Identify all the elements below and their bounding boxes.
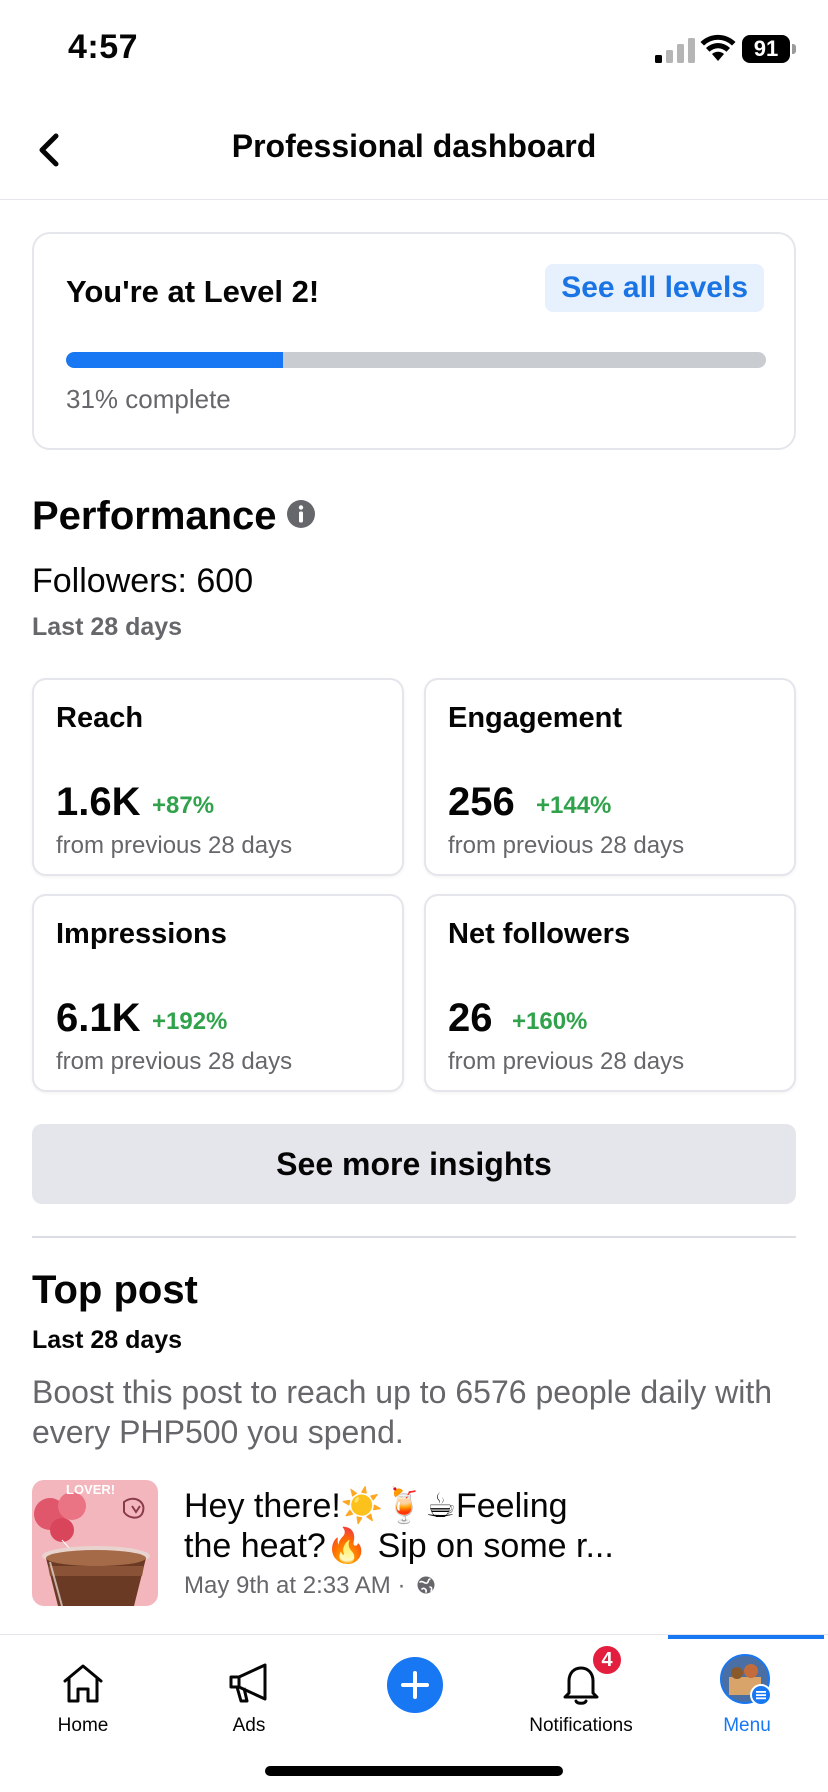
nav-label: Menu — [723, 1715, 771, 1736]
stat-value: 1.6K — [56, 780, 141, 824]
level-progress-fill — [66, 352, 283, 368]
boost-description: Boost this post to reach up to 6576 peop… — [32, 1374, 773, 1450]
level-progress-text: 31% complete — [66, 384, 231, 414]
battery-tip — [792, 44, 796, 54]
status-time: 4:57 — [68, 28, 139, 66]
stat-subtext: from previous 28 days — [56, 832, 293, 859]
top-post-title: Top post — [32, 1268, 198, 1312]
stat-card-net-followers[interactable]: Net followers 26 +160% from previous 28 … — [424, 894, 796, 1092]
stat-change: +160% — [512, 1008, 588, 1035]
stat-subtext: from previous 28 days — [448, 1048, 685, 1075]
home-icon — [63, 1664, 103, 1703]
top-post-period: Last 28 days — [32, 1326, 183, 1354]
info-icon[interactable] — [284, 497, 318, 531]
stat-card-engagement[interactable]: Engagement 256 +144% from previous 28 da… — [424, 678, 796, 876]
menu-avatar-icon — [720, 1654, 772, 1706]
stat-value: 256 — [448, 780, 515, 824]
nav-label: Home — [57, 1715, 109, 1736]
nav-item-home[interactable]: Home — [0, 1635, 166, 1755]
post-timestamp: May 9th at 2:33 AM · — [184, 1572, 406, 1599]
bell-icon — [563, 1666, 599, 1705]
level-progress-bar — [66, 352, 766, 368]
page-title: Professional dashboard — [231, 128, 597, 164]
home-indicator — [265, 1766, 563, 1776]
nav-item-menu[interactable]: Menu — [664, 1635, 828, 1755]
see-more-insights-button[interactable]: See more insights — [32, 1124, 796, 1204]
nav-item-ads[interactable]: Ads — [166, 1635, 332, 1755]
post-text[interactable]: Hey there!☀️🍹☕Feeling the heat?🔥 Sip on … — [184, 1487, 614, 1565]
see-all-levels-button[interactable]: See all levels — [545, 264, 764, 312]
nav-item-notifications[interactable]: 4 Notifications — [498, 1635, 664, 1755]
back-arrow-icon[interactable] — [30, 128, 70, 172]
stat-label: Engagement — [448, 702, 623, 734]
post-image — [32, 1480, 158, 1606]
stat-label: Reach — [56, 702, 144, 734]
level-title: You're at Level 2! — [66, 274, 320, 309]
status-bar: 4:57 91 — [0, 0, 828, 100]
stat-subtext: from previous 28 days — [448, 832, 685, 859]
stat-card-reach[interactable]: Reach 1.6K +87% from previous 28 days — [32, 678, 404, 876]
stat-change: +87% — [152, 792, 215, 819]
battery-indicator: 91 — [742, 35, 796, 63]
performance-title: Performance — [32, 494, 277, 538]
nav-label: Notifications — [529, 1715, 633, 1736]
nav-label: Ads — [232, 1715, 266, 1736]
stat-label: Impressions — [56, 918, 227, 950]
megaphone-icon — [229, 1663, 267, 1703]
cellular-signal-icon — [655, 38, 695, 63]
section-divider — [32, 1236, 796, 1238]
globe-icon — [417, 1576, 435, 1594]
performance-period: Last 28 days — [32, 613, 183, 641]
nav-active-indicator — [668, 1635, 824, 1639]
bottom-navigation: Home Ads 4 Notifications — [0, 1634, 828, 1792]
create-plus-icon — [387, 1657, 443, 1713]
stat-subtext: from previous 28 days — [56, 1048, 293, 1075]
post-thumbnail[interactable]: LOVER! — [32, 1480, 158, 1606]
stat-value: 6.1K — [56, 996, 141, 1040]
level-card: You're at Level 2! See all levels 31% co… — [32, 232, 796, 450]
notification-badge: 4 — [590, 1643, 624, 1677]
stat-change: +192% — [152, 1008, 228, 1035]
page-header: Professional dashboard — [0, 100, 828, 200]
stat-value: 26 — [448, 996, 493, 1040]
stat-label: Net followers — [448, 918, 631, 950]
battery-level: 91 — [742, 35, 790, 63]
thumbnail-caption: LOVER! — [66, 1482, 116, 1497]
post-meta: May 9th at 2:33 AM · — [184, 1572, 436, 1600]
followers-count: Followers: 600 — [32, 562, 254, 600]
nav-item-create[interactable] — [332, 1635, 498, 1755]
wifi-icon — [700, 34, 736, 61]
stat-change: +144% — [536, 792, 612, 819]
stat-card-impressions[interactable]: Impressions 6.1K +192% from previous 28 … — [32, 894, 404, 1092]
